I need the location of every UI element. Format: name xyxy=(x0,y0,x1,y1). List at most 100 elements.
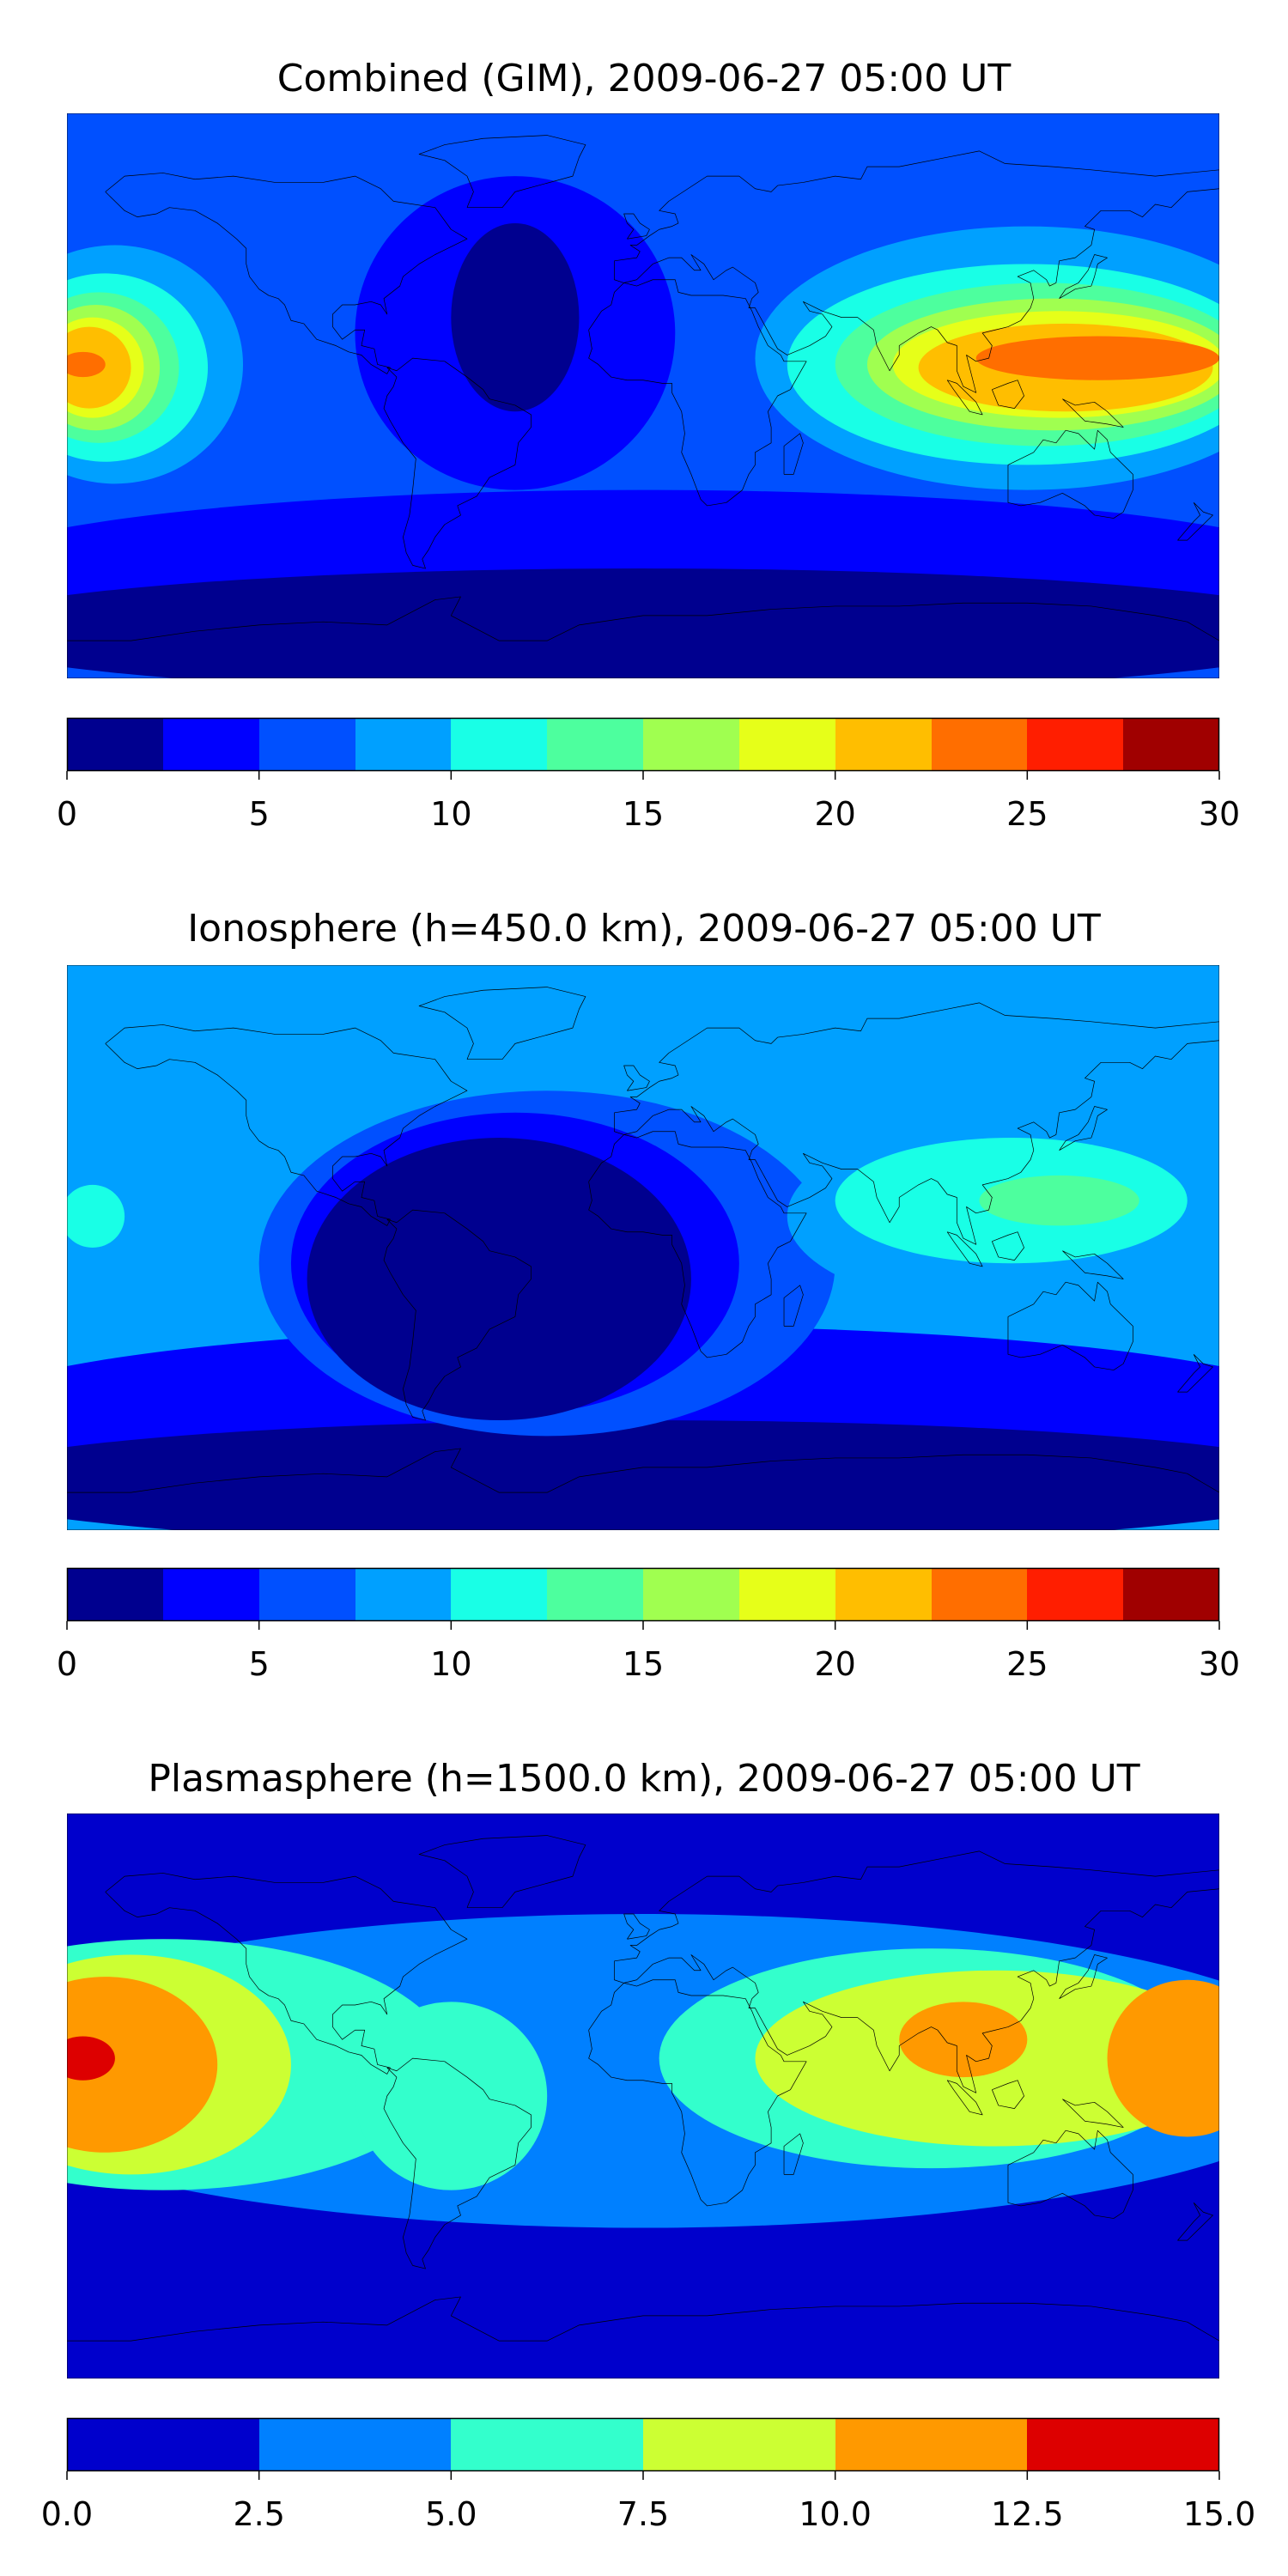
chart-title-ionosphere: Ionosphere (h=450.0 km), 2009-06-27 05:0… xyxy=(187,907,1101,951)
colorbar-tick-label: 2.5 xyxy=(233,2495,285,2533)
colorbar-tick-label: 0 xyxy=(56,1645,78,1683)
colorbar-tick-label: 20 xyxy=(814,1645,856,1683)
colorbar-swatches-combined xyxy=(66,717,1220,780)
coastline xyxy=(947,1232,982,1267)
colorbar-tick-label: 10 xyxy=(430,1645,472,1683)
coastline xyxy=(106,173,467,374)
contour-band xyxy=(1107,1979,1219,2137)
colorbar-frame xyxy=(66,2417,1220,2472)
colorbar-tick-label: 5.0 xyxy=(425,2495,477,2533)
map-ionosphere xyxy=(67,965,1219,1530)
coastline xyxy=(614,1003,1219,1244)
colorbar-tick-label: 15 xyxy=(622,795,665,833)
colorbar-tick-label: 5 xyxy=(248,795,270,833)
coastline xyxy=(384,358,531,568)
colorbar-frame xyxy=(66,717,1220,772)
coastline xyxy=(384,1210,531,1420)
colorbar-swatch xyxy=(835,718,932,771)
coastline xyxy=(1062,399,1123,428)
coastline xyxy=(784,2134,803,2175)
map-plasmasphere xyxy=(67,1814,1219,2379)
heatmap-combined xyxy=(67,113,1219,678)
coastline xyxy=(1008,2130,1133,2218)
contour-band xyxy=(67,1420,1219,1530)
colorbar-tick-label: 30 xyxy=(1198,1645,1241,1683)
map-combined xyxy=(67,113,1219,678)
colorbar-swatch xyxy=(259,718,355,771)
colorbar-ticks-ionosphere: 0 5 10 15 20 25 30 xyxy=(57,1645,1240,1688)
coastline xyxy=(784,434,803,475)
colorbar-swatch xyxy=(259,2418,451,2471)
colorbar-ionosphere xyxy=(66,1567,1220,1630)
colorbar-tick-label: 0 xyxy=(56,795,78,833)
coastline xyxy=(947,2081,982,2115)
coastline xyxy=(947,380,982,415)
colorbar-tick-label: 20 xyxy=(814,795,856,833)
coastline xyxy=(624,214,650,239)
contour-band xyxy=(355,2002,548,2190)
colorbar-swatch xyxy=(739,1568,835,1621)
colorbar-swatch xyxy=(67,2418,259,2471)
colorbar-swatch xyxy=(451,718,547,771)
coastline xyxy=(1178,2202,1213,2240)
colorbar-swatches-ionosphere xyxy=(66,1567,1220,1630)
colorbar-swatch xyxy=(1123,1568,1219,1621)
colorbar-swatch xyxy=(835,2418,1027,2471)
colorbar-swatch xyxy=(643,1568,739,1621)
colorbar-swatch xyxy=(259,1568,355,1621)
coastline xyxy=(67,1449,1219,1492)
colorbar-tick-label: 7.5 xyxy=(617,2495,670,2533)
colorbar-swatch xyxy=(451,2418,643,2471)
colorbar-swatch xyxy=(67,1568,163,1621)
colorbar-tick-label: 12.5 xyxy=(991,2495,1064,2533)
contour-band xyxy=(307,1138,691,1421)
contour-band xyxy=(451,222,580,412)
colorbar-tick-label: 30 xyxy=(1198,795,1241,833)
coastline xyxy=(992,380,1024,409)
contour-band xyxy=(67,351,106,378)
colorbar-tick-label: 5 xyxy=(248,1645,270,1683)
colorbar-swatch xyxy=(739,718,835,771)
colorbar-swatch xyxy=(835,1568,932,1621)
colorbar-combined xyxy=(66,717,1220,780)
coastline xyxy=(589,1980,806,2206)
contour-band xyxy=(975,336,1219,380)
coastline xyxy=(1178,1354,1213,1392)
colorbar-swatch xyxy=(643,718,739,771)
coastline xyxy=(624,1066,650,1091)
colorbar-swatches-plasmasphere xyxy=(66,2417,1220,2480)
coastline xyxy=(67,597,1219,641)
contour-fill-ionosphere xyxy=(67,965,1219,1530)
colorbar-swatch xyxy=(355,1568,451,1621)
coastline xyxy=(589,1132,806,1358)
coastline xyxy=(67,2297,1219,2341)
coastline xyxy=(419,136,586,208)
colorbar-swatch xyxy=(643,2418,835,2471)
colorbar-tick-label: 25 xyxy=(1006,795,1048,833)
coastline xyxy=(1060,1107,1108,1151)
coastline xyxy=(106,1024,467,1225)
colorbar-tick-label: 15.0 xyxy=(1182,2495,1256,2533)
contour-band xyxy=(899,2002,1028,2078)
chart-title-plasmasphere: Plasmasphere (h=1500.0 km), 2009-06-27 0… xyxy=(148,1757,1140,1801)
colorbar-swatch xyxy=(932,1568,1027,1621)
coastline xyxy=(589,280,806,506)
coastline xyxy=(1008,1282,1133,1370)
colorbar-swatch xyxy=(1027,1568,1123,1621)
colorbar-swatch xyxy=(1027,2418,1219,2471)
colorbar-ticks-combined: 0 5 10 15 20 25 30 xyxy=(57,795,1240,838)
colorbar-swatch xyxy=(932,718,1027,771)
coastline xyxy=(1060,1955,1108,1999)
coastlines-ionosphere xyxy=(67,987,1219,1493)
contour-fill-plasmasphere xyxy=(67,1814,1219,2379)
contour-band xyxy=(67,2036,115,2081)
contour-band xyxy=(67,568,1219,678)
coastline xyxy=(1178,502,1213,540)
colorbar-tick-label: 10.0 xyxy=(799,2495,872,2533)
colorbar-swatch xyxy=(451,1568,547,1621)
coastline xyxy=(1060,255,1108,299)
coastline xyxy=(624,1914,650,1939)
coastline xyxy=(614,1851,1219,2093)
coastline xyxy=(106,1873,467,2074)
coastlines-plasmasphere xyxy=(67,1836,1219,2342)
